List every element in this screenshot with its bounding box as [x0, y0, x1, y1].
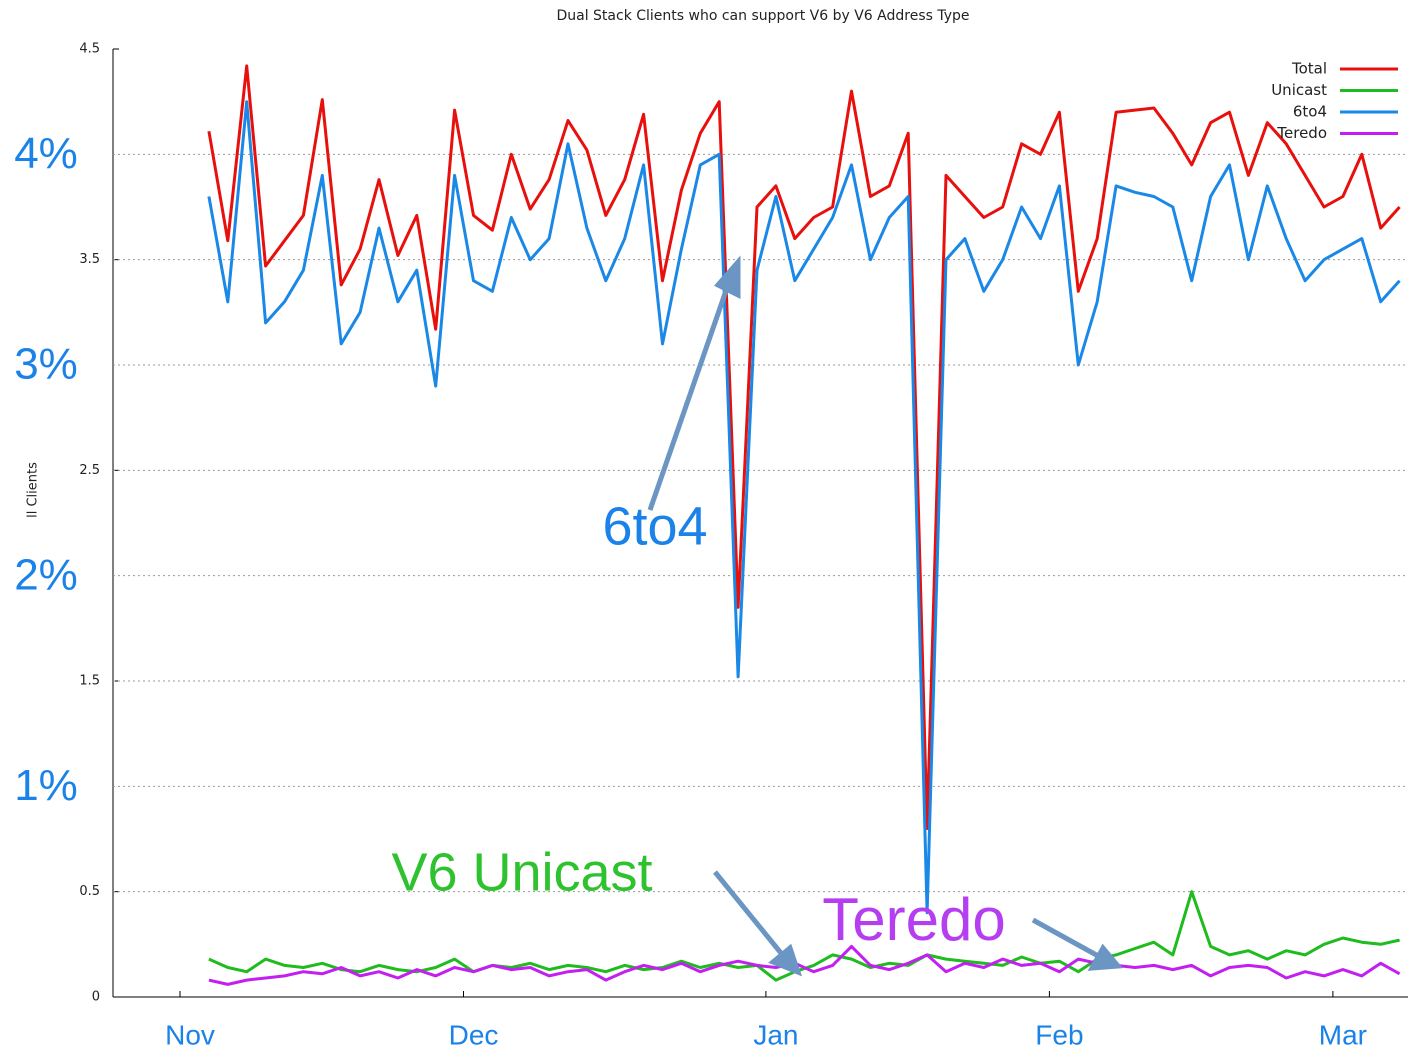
arrowhead	[713, 255, 741, 300]
plot-lines	[207, 64, 1401, 986]
x-tick-label: Nov	[165, 1019, 215, 1050]
chart-title: Dual Stack Clients who can support V6 by…	[556, 8, 969, 24]
x-tick-label: Mar	[1319, 1019, 1367, 1050]
percent-tick-label: 1%	[14, 761, 78, 810]
percent-tick-label: 4%	[14, 129, 78, 178]
series-line	[208, 944, 1401, 986]
series-line	[207, 100, 1401, 915]
grid: 0 0.5 1.5 2.5 3.5 4.5 Nov Dec Jan Feb Mar	[79, 42, 1408, 1050]
annotation: V6 Unicast	[391, 842, 652, 902]
y-tick-label: 1.5	[79, 674, 100, 689]
arrowhead	[768, 943, 803, 977]
overlay: 1% 2% 3% 4% Total Unicast 6to4 Teredo 6to4 V6 Uni…	[14, 60, 1398, 953]
legend-label: Unicast	[1271, 81, 1327, 99]
x-tick-label: Jan	[753, 1019, 798, 1050]
x-tick-label: Dec	[449, 1019, 499, 1050]
annotation: Teredo	[822, 886, 1005, 953]
percent-tick-label: 3%	[14, 340, 78, 389]
x-tick-label: Feb	[1035, 1019, 1083, 1050]
y-tick-label: 3.5	[79, 252, 100, 267]
arrow-teredo	[1031, 917, 1102, 960]
annotation-arrows	[647, 255, 1124, 977]
y-tick-label: 0	[92, 990, 100, 1005]
legend-label: 6to4	[1293, 103, 1327, 121]
y-tick-label: 0.5	[79, 884, 100, 899]
series-line	[207, 64, 1401, 830]
percent-tick-label: 2%	[14, 550, 78, 599]
y-tick-label: 4.5	[79, 42, 100, 57]
arrow-unicast	[713, 870, 787, 960]
y-tick-label: 2.5	[79, 463, 100, 478]
y-axis-label: ll Clients	[26, 462, 41, 518]
arrowhead	[1087, 943, 1124, 971]
legend-label: Total	[1291, 60, 1327, 78]
legend-label: Teredo	[1276, 124, 1327, 142]
arrow-6to4	[647, 284, 731, 511]
annotation: 6to4	[602, 496, 707, 556]
